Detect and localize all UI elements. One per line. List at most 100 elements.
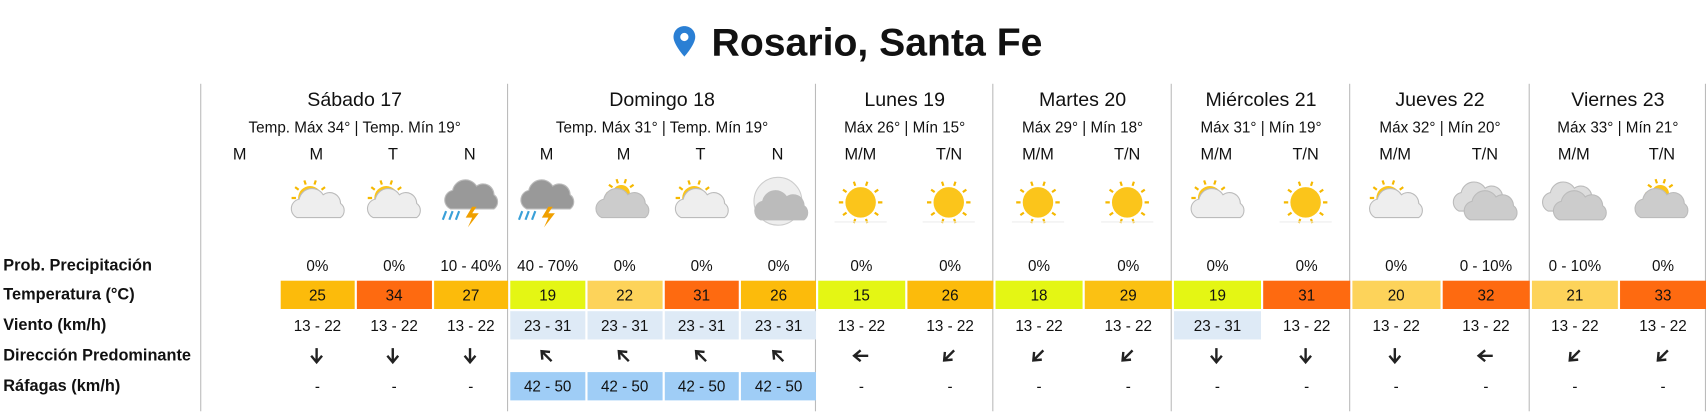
wind-arrow [940,345,957,372]
period-label: T/N [935,145,963,164]
wind: 13 - 22 [1551,316,1599,335]
gusts: - [1214,377,1221,395]
weather-icon [828,174,893,236]
divider [1528,83,1530,412]
weather-icon [360,174,425,236]
wind-arrow [1476,345,1493,372]
wind: 13 - 22 [1015,316,1063,335]
temperature: 32 [1442,280,1530,309]
day-name: Miércoles 21 [1205,88,1317,111]
wind: 13 - 22 [447,316,495,335]
temperature: 29 [1084,280,1172,309]
gusts: - [391,377,397,395]
temperature: 22 [587,280,663,309]
wind: 23 - 31 [1173,311,1262,340]
gusts: - [1483,377,1489,395]
wind-arrow [461,345,478,372]
period-label: M/M [1200,145,1233,164]
gusts: - [1660,377,1666,395]
gusts: 42 - 50 [664,372,740,401]
weather-icon [1005,174,1070,236]
temperature: 25 [280,280,355,309]
row-label: Ráfagas (km/h) [3,376,121,396]
period-label: T [695,145,706,164]
period-label: M [539,145,554,164]
title: Rosario, Santa Fe [711,19,1043,65]
temperature: 31 [664,280,740,309]
period-label: T/N [1648,145,1676,164]
wind-arrow [1118,345,1135,372]
gusts: 42 - 50 [587,372,663,401]
weather-icon [1541,174,1607,236]
precip: 0% [1652,256,1675,275]
day-temps: Máx 31° | Mín 19° [1200,118,1322,137]
wind: 23 - 31 [741,311,817,340]
temperature: 15 [818,280,905,309]
temperature: 31 [1263,280,1351,309]
gusts: - [858,377,864,395]
day-name: Viernes 23 [1571,88,1665,111]
weather-icon [1362,174,1427,236]
row-label: Dirección Predominante [3,346,191,366]
gusts: - [1393,377,1399,395]
day-temps: Máx 29° | Mín 18° [1022,118,1144,137]
precip: 0 - 10% [1459,256,1513,275]
wind-arrow [615,345,632,372]
wind: 13 - 22 [1462,316,1510,335]
wind: 23 - 31 [587,311,663,340]
divider [1170,83,1172,412]
weather-icon [916,174,981,236]
wind-arrow [1653,345,1670,372]
period-label: M [309,145,324,164]
wind: 13 - 22 [370,316,418,335]
row-label: Temperatura (°C) [3,285,135,305]
precip: 0% [613,256,636,275]
day-name: Domingo 18 [609,88,715,111]
wind: 13 - 22 [1282,316,1331,335]
day-name: Martes 20 [1039,88,1127,111]
period-label: M/M [844,145,877,164]
weather-icon [1629,174,1694,236]
gusts: - [947,377,953,395]
gusts: - [1125,377,1131,395]
wind: 13 - 22 [837,316,886,335]
day-temps: Temp. Máx 34° | Temp. Mín 19° [248,118,461,137]
wind: 23 - 31 [510,311,586,340]
temperature: 33 [1620,280,1706,309]
row-label: Prob. Precipitación [3,256,152,275]
divider [1704,83,1706,412]
gusts: - [1572,377,1578,395]
wind-arrow [1029,345,1046,372]
divider [200,83,202,412]
period-label: M/M [1379,145,1411,164]
precip: 0 - 10% [1548,256,1602,275]
divider [507,83,509,412]
wind-arrow [1297,345,1314,372]
wind: 13 - 22 [1104,316,1152,335]
temperature: 19 [510,280,586,309]
gusts: - [468,377,474,395]
temperature: 26 [906,280,994,309]
precip: 0% [767,256,790,275]
precip: 40 - 70% [517,256,579,275]
weather-icon [514,174,579,236]
precip: 0% [690,256,713,275]
wind: 13 - 22 [1372,316,1420,335]
precip: 0% [1206,256,1229,275]
precip: 10 - 40% [440,256,502,275]
wind: 13 - 22 [1639,316,1687,335]
weather-icon [1452,174,1518,236]
wind-arrow [308,345,325,372]
temperature: 27 [433,280,509,309]
period-label: N [463,145,476,164]
period-label: N [771,145,784,164]
weather-icon [437,174,502,236]
divider [992,83,994,412]
period-label: T [388,145,399,164]
wind-arrow [1565,345,1582,372]
gusts: - [1036,377,1042,395]
wind-arrow [1386,345,1403,372]
period-label: T/N [1114,145,1141,164]
weather-icon [1273,174,1338,236]
